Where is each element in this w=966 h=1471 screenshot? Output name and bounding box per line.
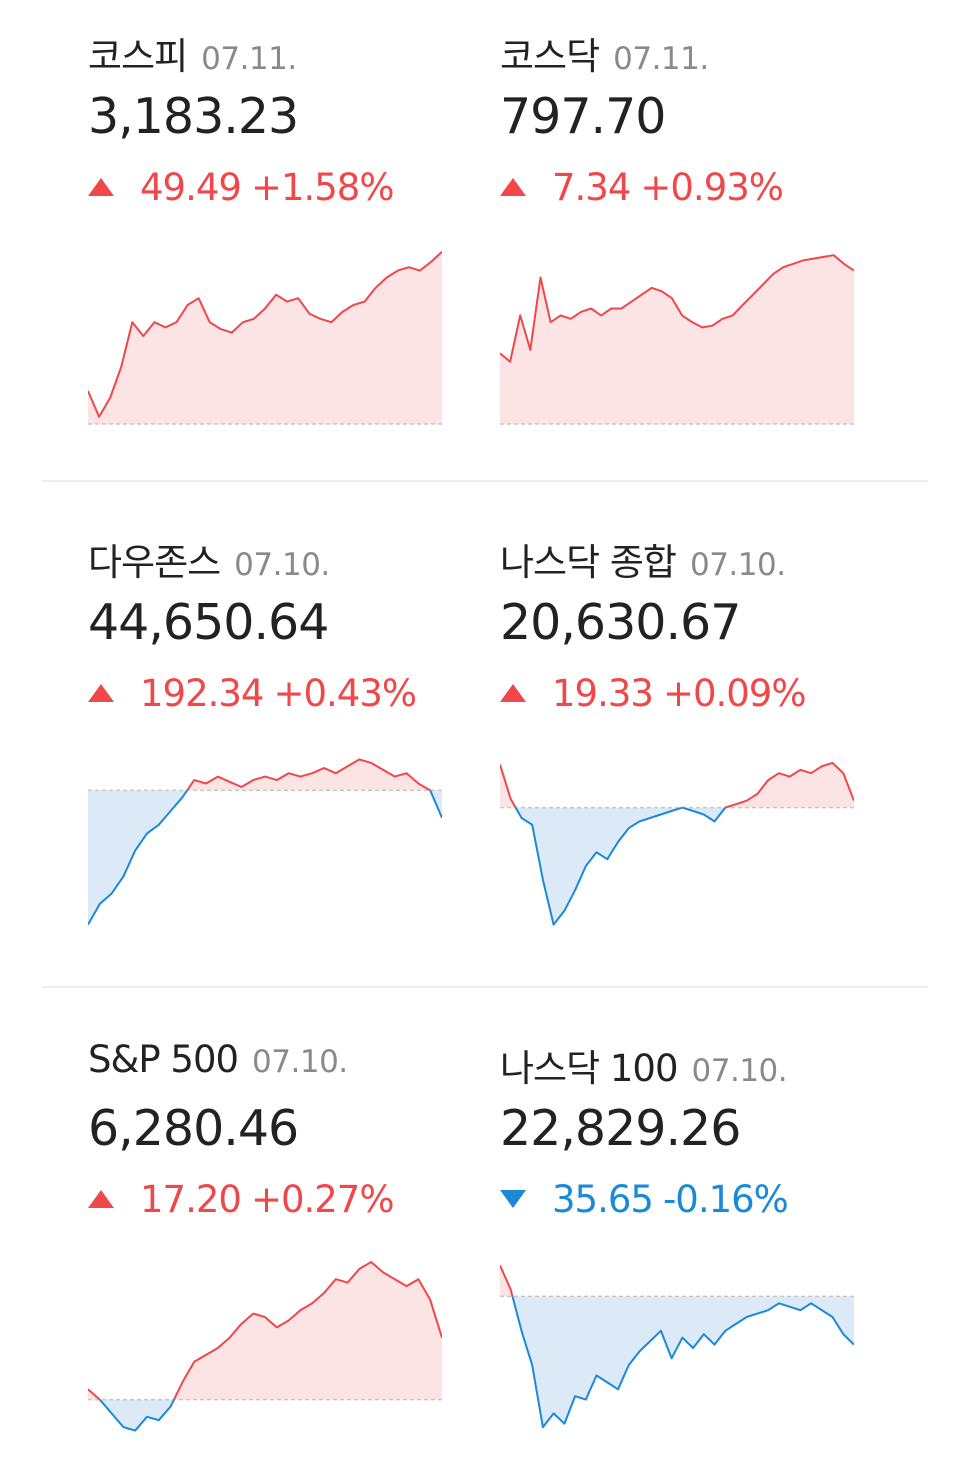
up-arrow-icon (500, 177, 526, 196)
index-card-dow-jones[interactable]: 다우존스 07.10. 44,650.64 192.34 +0.43% (88, 506, 458, 946)
index-name: 나스닥 종합 (500, 541, 677, 584)
chart-line-down (511, 1296, 854, 1429)
index-date: 07.10. (234, 547, 330, 583)
index-value: 3,183.23 (88, 88, 299, 145)
chart-area-below (88, 790, 442, 925)
index-name: S&P 500 (88, 1038, 239, 1081)
section-divider (42, 480, 928, 482)
section-divider (42, 986, 928, 988)
index-change: 35.65 -0.16% (500, 1178, 789, 1221)
index-value: 797.70 (500, 88, 666, 145)
index-value: 20,630.67 (500, 594, 741, 651)
index-date: 07.10. (252, 1044, 348, 1080)
index-header: 나스닥 종합 07.10. (500, 532, 786, 586)
chart-line-up (185, 758, 432, 791)
chart-line-up (88, 1261, 442, 1400)
chart-area-below (512, 1296, 854, 1428)
index-card-kosdaq[interactable]: 코스닥 07.11. 797.70 7.34 +0.93% (500, 0, 870, 440)
index-name: 코스닥 (500, 35, 600, 78)
index-name: 코스피 (88, 35, 188, 78)
index-change: 17.20 +0.27% (88, 1178, 395, 1221)
up-arrow-icon (500, 683, 526, 702)
index-date: 07.10. (689, 547, 786, 583)
chart-area-above (88, 251, 442, 424)
chart-area-above (500, 762, 854, 808)
chart-line-up (500, 254, 854, 363)
index-change: 49.49 +1.58% (88, 166, 395, 209)
change-amount: 7.34 (552, 166, 631, 209)
index-header: 코스닥 07.11. (500, 26, 709, 80)
up-arrow-icon (88, 177, 114, 196)
index-date: 07.11. (613, 41, 709, 77)
index-name: 나스닥 100 (500, 1047, 679, 1090)
sparkline-chart (88, 758, 442, 926)
sparkline-chart (500, 761, 854, 926)
index-card-nasdaq-100[interactable]: 나스닥 100 07.10. 22,829.26 35.65 -0.16% (500, 1012, 870, 1452)
chart-area-above (88, 759, 442, 791)
change-percent: +0.09% (662, 672, 807, 715)
chart-area-below (99, 1399, 174, 1431)
up-arrow-icon (88, 683, 114, 702)
up-arrow-icon (88, 1189, 114, 1208)
change-percent: +0.27% (250, 1178, 395, 1221)
index-change: 7.34 +0.93% (500, 166, 784, 209)
chart-area-above (500, 255, 854, 424)
change-percent: -0.16% (662, 1178, 789, 1221)
change-amount: 35.65 (552, 1178, 654, 1221)
chart-line-down (88, 790, 442, 926)
index-change: 19.33 +0.09% (500, 672, 807, 715)
chart-area-below (500, 807, 854, 925)
chart-line-up (500, 761, 854, 808)
index-header: 코스피 07.11. (88, 26, 297, 80)
sparkline-chart (88, 250, 442, 425)
index-header: 나스닥 100 07.10. (500, 1038, 788, 1092)
sparkline-chart (500, 1264, 854, 1429)
index-card-sp500[interactable]: S&P 500 07.10. 6,280.46 17.20 +0.27% (88, 1012, 458, 1452)
change-amount: 19.33 (552, 672, 654, 715)
chart-area-above (88, 1262, 442, 1400)
index-card-nasdaq-composite[interactable]: 나스닥 종합 07.10. 20,630.67 19.33 +0.09% (500, 506, 870, 946)
index-header: 다우존스 07.10. (88, 532, 330, 586)
index-card-kospi[interactable]: 코스피 07.11. 3,183.23 49.49 +1.58% (88, 0, 458, 440)
index-name: 다우존스 (88, 541, 221, 584)
chart-line-up (88, 250, 442, 418)
change-amount: 17.20 (140, 1178, 242, 1221)
index-change: 192.34 +0.43% (88, 672, 417, 715)
index-value: 6,280.46 (88, 1100, 299, 1157)
change-amount: 49.49 (140, 166, 242, 209)
chart-line-down (98, 1399, 176, 1432)
index-value: 22,829.26 (500, 1100, 741, 1157)
index-header: S&P 500 07.10. (88, 1038, 348, 1081)
chart-line-down (514, 807, 729, 926)
index-value: 44,650.64 (88, 594, 329, 651)
change-percent: +1.58% (250, 166, 395, 209)
index-date: 07.10. (691, 1053, 788, 1089)
change-amount: 192.34 (140, 672, 264, 715)
sparkline-chart (500, 254, 854, 425)
down-arrow-icon (500, 1189, 526, 1208)
change-percent: +0.43% (273, 672, 417, 715)
change-percent: +0.93% (640, 166, 784, 209)
sparkline-chart (88, 1261, 442, 1432)
index-date: 07.11. (201, 41, 297, 77)
